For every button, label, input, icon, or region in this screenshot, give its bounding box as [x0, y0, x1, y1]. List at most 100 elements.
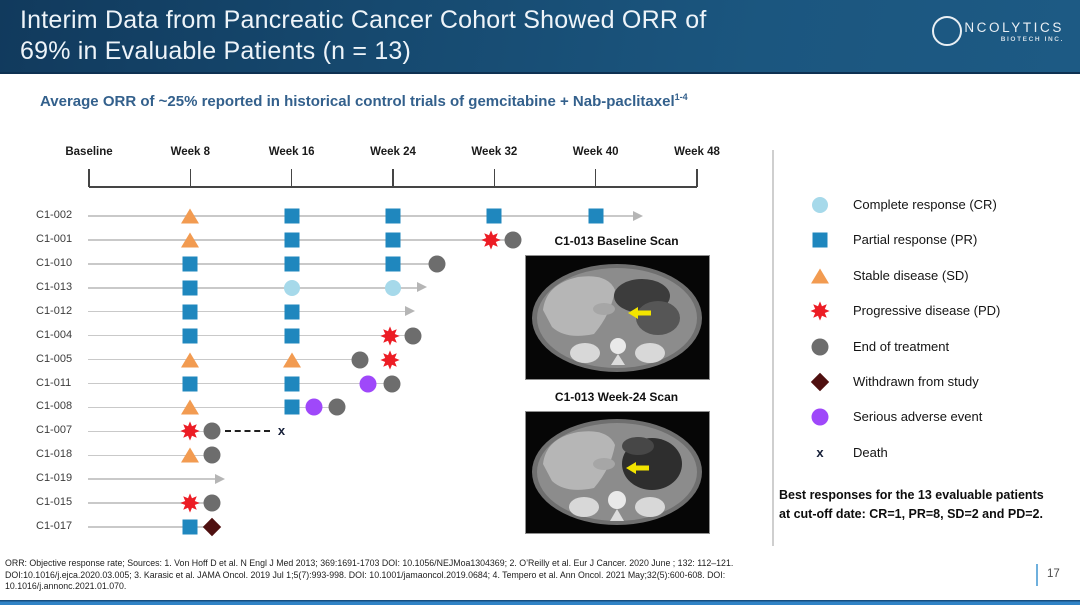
legend-marker-pd: [810, 301, 830, 321]
legend-marker-sae: [811, 408, 829, 426]
reference-line2: DOI:10.1016/j.ejca.2020.03.005; 3. Karas…: [5, 569, 726, 580]
patient-id-label: C1-012: [36, 304, 73, 317]
patient-timeline: [88, 358, 361, 361]
marker-pd: [180, 493, 200, 513]
marker-pr: [182, 328, 198, 344]
axis-tick: [493, 169, 496, 187]
reference-line3: 10.1016/j.annonc.2021.01.070.: [5, 581, 127, 591]
page-title-line2: 69% in Evaluable Patients (n = 13): [20, 37, 412, 65]
axis-label-week-40: Week 40: [572, 146, 619, 158]
marker-pr: [284, 256, 300, 272]
scan-1-label: C1-013 Baseline Scan: [554, 234, 679, 248]
marker-pr: [284, 232, 300, 248]
marker-pr: [385, 256, 401, 272]
patient-timeline: [88, 239, 514, 241]
patient-timeline: [88, 526, 212, 528]
tumor-arrow-icon: [628, 307, 651, 319]
legend-label-death: Death: [853, 444, 888, 460]
patient-id-label: C1-015: [36, 496, 73, 509]
patient-id-label: C1-001: [36, 232, 73, 245]
tumor-arrow-icon: [626, 462, 649, 474]
best-response-note: Best responses for the 13 evaluable pati…: [779, 486, 1079, 524]
marker-pd: [180, 421, 200, 441]
patient-timeline: [88, 406, 338, 409]
page-title-line1: Interim Data from Pancreatic Cancer Coho…: [20, 6, 707, 34]
axis-label-week-48: Week 48: [674, 146, 720, 158]
patient-timeline: [88, 454, 212, 457]
references: ORR: Objective response rate; Sources: 1…: [5, 558, 1020, 593]
marker-eot: [328, 398, 346, 416]
marker-pr: [284, 399, 300, 415]
marker-eot: [203, 494, 221, 512]
key-message: Average ORR of ~25% reported in historic…: [40, 92, 688, 110]
marker-sd: [181, 447, 200, 463]
marker-death: x: [277, 423, 286, 439]
marker-eot: [203, 446, 221, 464]
marker-pr: [385, 208, 401, 224]
patient-id-label: C1-017: [36, 520, 73, 533]
page-title: Interim Data from Pancreatic Cancer Coho…: [20, 5, 706, 67]
patient-id-label: C1-002: [36, 209, 73, 221]
marker-eot: [351, 351, 369, 369]
logo-wordmark: NCOLYTICS: [964, 20, 1064, 35]
ct-scan-week24-image: [525, 411, 710, 534]
patient-id-label: C1-010: [36, 256, 73, 269]
bottom-accent-bar: [0, 600, 1080, 605]
marker-pr: [284, 376, 300, 391]
oncolytics-logo: NCOLYTICS BIOTECH INC.: [932, 16, 1064, 46]
axis-label-baseline: Baseline: [65, 146, 113, 158]
marker-sd: [181, 232, 200, 248]
legend-marker-eot: [811, 338, 829, 356]
marker-wd: [202, 517, 222, 537]
marker-pr: [182, 280, 198, 296]
patient-timeline: [88, 263, 438, 265]
patient-id-label: C1-011: [36, 376, 72, 389]
legend-label-sae: Serious adverse event: [853, 409, 983, 425]
patient-id-label: C1-013: [36, 280, 73, 293]
key-message-citation: 1-4: [674, 92, 688, 102]
legend-label-wd: Withdrawn from study: [853, 374, 979, 389]
axis-tick: [290, 169, 293, 187]
marker-pd: [380, 349, 401, 370]
marker-sd: [181, 208, 200, 224]
patient-timeline: [88, 287, 419, 289]
axis-label-week-16: Week 16: [268, 146, 315, 158]
reference-line1: ORR: Objective response rate; Sources: 1…: [5, 558, 734, 568]
axis-label-week-32: Week 32: [471, 146, 518, 158]
ongoing-arrow-icon: [214, 473, 225, 484]
key-message-text: Average ORR of ~25% reported in historic…: [40, 93, 675, 110]
marker-pr: [182, 519, 198, 535]
axis-tick: [189, 169, 192, 187]
ongoing-arrow-icon: [404, 306, 415, 317]
marker-cr: [283, 279, 300, 296]
patient-id-label: C1-008: [36, 400, 73, 413]
marker-pr: [284, 304, 300, 320]
axis-label-week-24: Week 24: [370, 146, 416, 158]
ongoing-arrow-icon: [417, 282, 428, 293]
marker-sd: [181, 352, 200, 368]
legend-label-pd: Progressive disease (PD): [853, 303, 1001, 319]
legend-marker-pr: [812, 232, 828, 248]
patient-timeline: [88, 215, 634, 217]
marker-pr: [182, 256, 198, 272]
axis-label-week-8: Week 8: [170, 146, 211, 158]
death-dashed-line: [224, 430, 271, 433]
logo-o-icon: [932, 16, 963, 46]
legend-label-pr: Partial response (PR): [853, 232, 978, 248]
patient-timeline: [88, 334, 414, 337]
marker-sae: [359, 375, 377, 392]
best-response-line2: at cut-off date: CR=1, PR=8, SD=2 and PD…: [779, 507, 1043, 521]
marker-eot: [404, 327, 422, 345]
marker-eot: [428, 255, 446, 273]
axis-line: [89, 186, 697, 188]
marker-sd: [181, 399, 200, 415]
legend-label-cr: Complete response (CR): [853, 197, 997, 212]
marker-pr: [588, 208, 604, 224]
legend-label-eot: End of treatment: [853, 338, 950, 354]
best-response-line1: Best responses for the 13 evaluable pati…: [779, 488, 1044, 502]
patient-id-label: C1-018: [36, 448, 73, 461]
marker-pr: [182, 304, 198, 320]
scan-2-label: C1-013 Week-24 Scan: [554, 390, 679, 404]
